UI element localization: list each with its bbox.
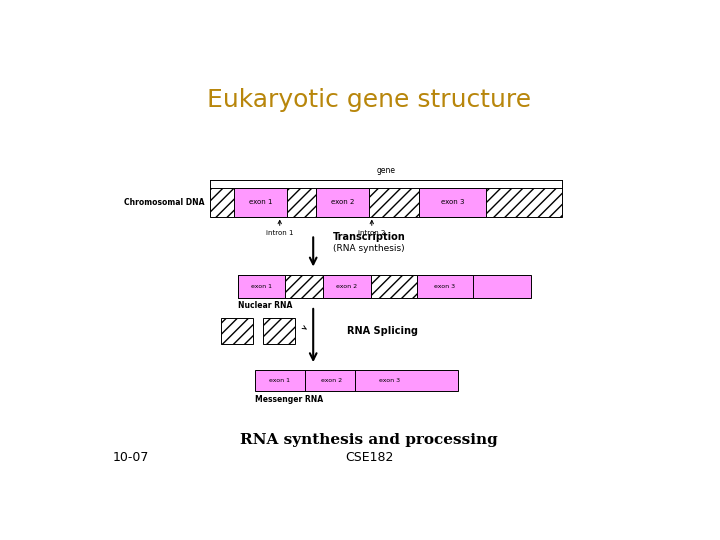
Text: Transcription: Transcription [333,232,405,241]
Bar [371,275,417,298]
Text: gene: gene [377,166,395,174]
Bar [316,188,369,217]
Text: CSE182: CSE182 [345,451,393,464]
Text: exon 3: exon 3 [379,379,400,383]
Bar [263,318,295,344]
Text: exon 1: exon 1 [269,379,290,383]
Bar [210,188,562,217]
Text: RNA synthesis and processing: RNA synthesis and processing [240,433,498,447]
Text: exon 3: exon 3 [441,199,464,205]
Bar [238,275,531,298]
Bar [323,275,371,298]
Text: (RNA synthesis): (RNA synthesis) [333,245,405,253]
Bar [221,318,253,344]
Bar [419,188,486,217]
Text: exon 2: exon 2 [336,284,358,289]
Text: Eukaryotic gene structure: Eukaryotic gene structure [207,87,531,112]
Bar [255,370,458,391]
Text: Messenger RNA: Messenger RNA [255,395,323,403]
Bar [285,275,323,298]
Text: Chromosomal DNA: Chromosomal DNA [124,198,204,207]
Text: intron 2: intron 2 [358,230,385,236]
Text: RNA Splicing: RNA Splicing [347,326,418,336]
Text: exon 3: exon 3 [434,284,456,289]
Text: exon 2: exon 2 [321,379,342,383]
Text: Nuclear RNA: Nuclear RNA [238,301,292,310]
Text: exon 1: exon 1 [251,284,272,289]
Bar [417,275,473,298]
Text: 10-07: 10-07 [112,451,149,464]
Text: exon 2: exon 2 [330,199,354,205]
Bar [234,188,287,217]
Text: exon 1: exon 1 [248,199,272,205]
Bar [238,275,285,298]
Text: intron 1: intron 1 [266,230,294,236]
